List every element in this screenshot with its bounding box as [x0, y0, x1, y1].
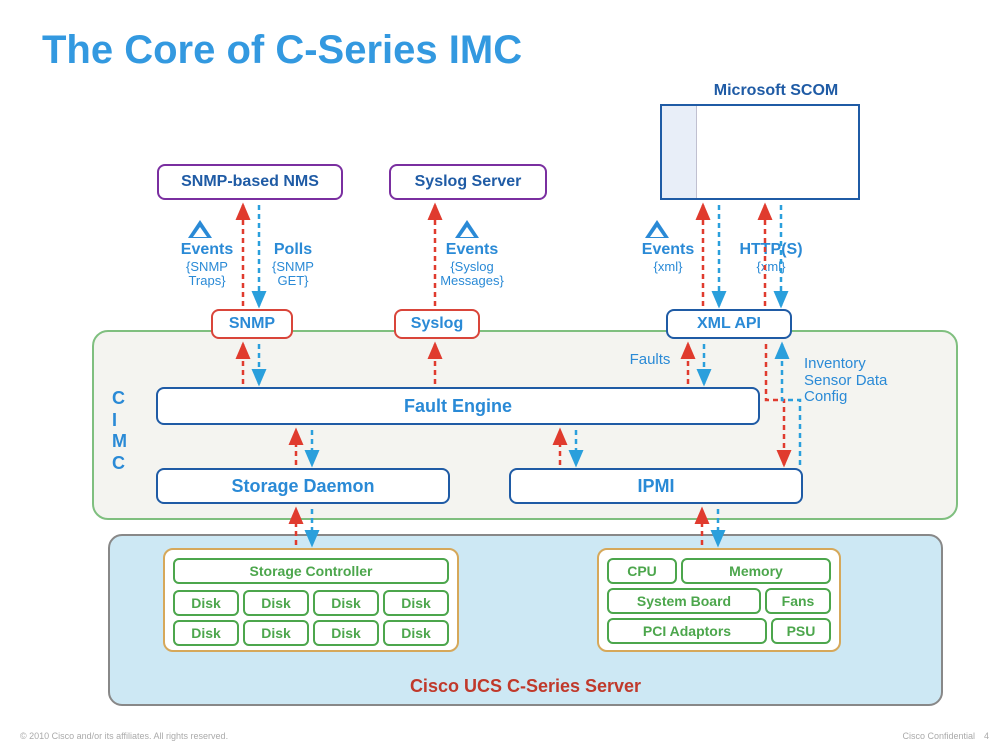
node-snmp: SNMP [211, 309, 293, 339]
chip-disk: Disk [313, 590, 379, 616]
chip-disk: Disk [313, 620, 379, 646]
sublabel: {xml} [726, 260, 816, 274]
node-label: IPMI [637, 476, 674, 497]
chip-fans: Fans [765, 588, 831, 614]
chip-disk: Disk [243, 590, 309, 616]
node-label: Fault Engine [404, 396, 512, 417]
label-events: Events [172, 242, 242, 259]
triangle-icon [193, 227, 207, 237]
node-snmp-nms: SNMP-based NMS [157, 164, 343, 200]
copyright: © 2010 Cisco and/or its affiliates. All … [20, 731, 228, 741]
cimc-label: C I M C [112, 388, 127, 474]
chip-disk: Disk [243, 620, 309, 646]
chip-cpu: CPU [607, 558, 677, 584]
node-label: XML API [697, 315, 761, 333]
label-polls: Polls [258, 242, 328, 259]
scom-screenshot [660, 104, 860, 200]
triangle-icon [650, 227, 664, 237]
scom-title: Microsoft SCOM [676, 82, 876, 100]
sublabel: {Syslog Messages} [428, 260, 516, 289]
node-label: Syslog Server [415, 173, 522, 191]
label-https: HTTP(S) [726, 242, 816, 259]
node-label: SNMP-based NMS [181, 173, 319, 191]
confidential: Cisco Confidential [902, 731, 975, 741]
chip-disk: Disk [383, 620, 449, 646]
sublabel: {SNMP Traps} [172, 260, 242, 289]
node-label: Syslog [411, 315, 463, 333]
chip-disk: Disk [173, 620, 239, 646]
chip-storage-controller: Storage Controller [173, 558, 449, 584]
label-events: Events [628, 242, 708, 259]
label-faults: Faults [620, 352, 680, 369]
page-number: 4 [984, 731, 989, 741]
page-title: The Core of C-Series IMC [42, 28, 522, 73]
label-inventory: Inventory Sensor Data Config [804, 356, 914, 406]
chip-disk: Disk [383, 590, 449, 616]
chip-memory: Memory [681, 558, 831, 584]
hw-group: CPU Memory System Board Fans PCI Adaptor… [597, 548, 841, 652]
node-fault-engine: Fault Engine [156, 387, 760, 425]
storage-group: Storage Controller Disk Disk Disk Disk D… [163, 548, 459, 652]
node-storage-daemon: Storage Daemon [156, 468, 450, 504]
node-label: Storage Daemon [231, 476, 374, 497]
node-ipmi: IPMI [509, 468, 803, 504]
triangle-icon [460, 227, 474, 237]
sublabel: {SNMP GET} [258, 260, 328, 289]
sublabel: {xml} [628, 260, 708, 274]
chip-psu: PSU [771, 618, 831, 644]
chip-system-board: System Board [607, 588, 761, 614]
node-label: SNMP [229, 315, 275, 333]
label-events: Events [432, 242, 512, 259]
node-xml-api: XML API [666, 309, 792, 339]
chip-disk: Disk [173, 590, 239, 616]
chip-pci: PCI Adaptors [607, 618, 767, 644]
server-title: Cisco UCS C-Series Server [108, 676, 943, 697]
node-syslog: Syslog [394, 309, 480, 339]
node-syslog-server: Syslog Server [389, 164, 547, 200]
